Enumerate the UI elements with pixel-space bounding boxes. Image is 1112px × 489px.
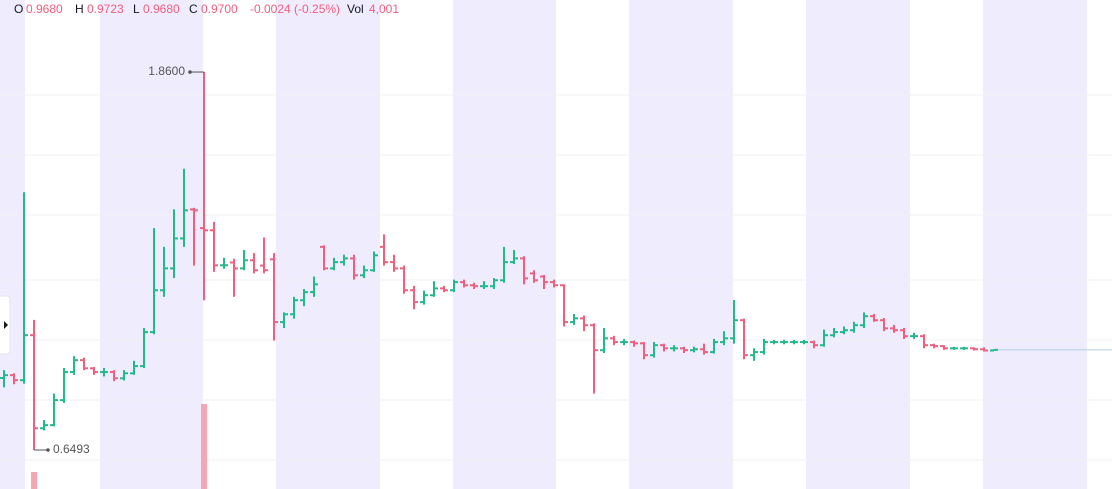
grid [0, 94, 1112, 461]
volume-layer [31, 404, 207, 489]
open-label: O [14, 2, 23, 16]
high-dot [188, 70, 192, 74]
high-value: 0.9723 [87, 2, 124, 16]
low-value: 0.9680 [143, 2, 180, 16]
close-label: C [189, 2, 198, 16]
high-label: 1.8600 [148, 64, 185, 78]
session-bands [0, 0, 1087, 489]
change: -0.0024 (-0.25%) [250, 2, 340, 16]
open-value: 0.9680 [26, 2, 63, 16]
volume-bar [201, 404, 207, 489]
low-dot [46, 448, 50, 452]
low-label: L [133, 2, 140, 16]
price-layer [0, 72, 1112, 451]
volume-bar [31, 472, 37, 489]
low-label: 0.6493 [53, 442, 90, 456]
legend-header: O 0.9680 H 0.9723 L 0.9680 C 0.9700 -0.0… [14, 2, 399, 16]
panel-toggle[interactable] [0, 295, 11, 355]
close-value: 0.9700 [201, 2, 238, 16]
high-label: H [75, 2, 84, 16]
annotation-layer: 1.8600 0.6493 [34, 64, 204, 456]
volume-value: 4,001 [369, 2, 399, 16]
volume-label: Vol [347, 2, 364, 16]
